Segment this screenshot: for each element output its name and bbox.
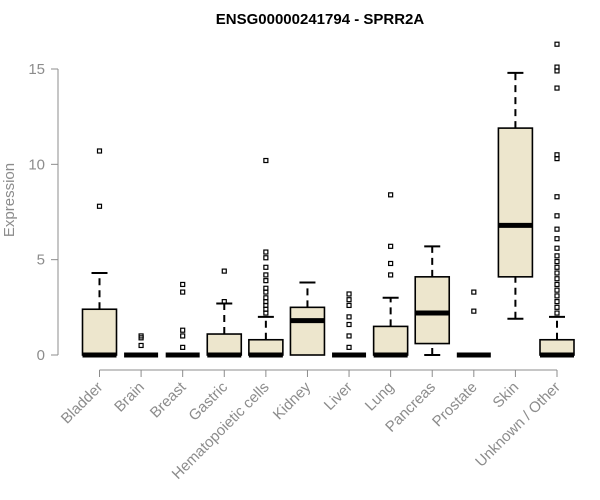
outlier-point (180, 289, 186, 295)
outlier-point (554, 41, 560, 47)
outlier-point (263, 295, 269, 301)
outlier-point (180, 333, 186, 339)
box-group (289, 281, 326, 356)
outlier-point (263, 272, 269, 278)
box-group (248, 157, 284, 358)
box-group (206, 268, 243, 358)
box-group (497, 71, 534, 320)
outlier-point (554, 245, 560, 251)
outlier-point (554, 270, 560, 276)
outlier-point (263, 285, 269, 291)
x-tick-label: Lung (362, 379, 398, 415)
outlier-point (554, 213, 560, 219)
outlier-point (554, 258, 560, 265)
x-tick-label: Liver (321, 379, 356, 414)
outlier-point (138, 333, 144, 339)
outlier-point (554, 264, 560, 270)
outlier-point (263, 157, 269, 164)
outlier-point (388, 272, 394, 278)
outlier-point (471, 289, 477, 295)
outlier-point (263, 264, 269, 270)
outlier-point (180, 281, 186, 288)
outlier-point (388, 243, 394, 249)
outlier-point (554, 64, 560, 70)
outlier-point (346, 321, 352, 328)
chart-title: ENSG00000241794 - SPRR2A (216, 11, 425, 28)
outlier-point (346, 297, 352, 303)
outlier-point (221, 299, 227, 305)
box-group (332, 291, 367, 358)
box (81, 308, 118, 356)
y-tick-label: 0 (37, 347, 45, 364)
outlier-point (554, 194, 560, 200)
outlier-point (471, 308, 477, 314)
outlier-point (554, 293, 560, 299)
outlier-point (554, 152, 560, 158)
box-group (165, 281, 200, 358)
box-group (414, 245, 451, 356)
outlier-point (554, 304, 560, 310)
outlier-point (388, 260, 394, 267)
outlier-point (346, 314, 352, 320)
outlier-point (346, 302, 352, 309)
box (289, 306, 326, 356)
box-group (372, 192, 409, 358)
outlier-point (138, 342, 144, 349)
y-axis-label: Expression (1, 163, 18, 237)
outlier-point (554, 253, 560, 259)
outlier-point (388, 192, 394, 198)
box-group (456, 289, 491, 358)
outlier-point (554, 85, 560, 91)
y-tick-label: 15 (28, 61, 45, 78)
outlier-point (554, 310, 560, 316)
box (497, 127, 534, 278)
x-tick-label: Brain (111, 379, 148, 416)
y-axis: 0 5 10 15 (28, 61, 59, 364)
outlier-point (96, 148, 103, 154)
box (414, 276, 451, 345)
outlier-point (263, 255, 269, 261)
outlier-point (263, 278, 269, 284)
outlier-point (346, 344, 352, 350)
outlier-point (554, 226, 560, 232)
outlier-point (554, 299, 560, 305)
x-tick-label: Bladder (58, 379, 107, 428)
x-tick-label: Kidney (270, 378, 315, 423)
x-tick-label: Prostate (429, 379, 481, 431)
outlier-point (263, 249, 269, 255)
outlier-point (554, 236, 560, 242)
outlier-point (221, 268, 227, 274)
box (372, 325, 409, 356)
y-tick-label: 5 (37, 252, 45, 269)
y-tick-label: 10 (28, 156, 45, 173)
outlier-point (554, 276, 560, 282)
outlier-point (554, 287, 560, 293)
outlier-point (554, 281, 560, 288)
boxes-layer (81, 41, 575, 358)
x-tick-label: Skin (490, 379, 523, 412)
outlier-point (346, 333, 352, 339)
x-tick-label: Breast (147, 378, 190, 421)
outlier-point (180, 344, 186, 350)
outlier-point (96, 203, 103, 209)
box-group (81, 148, 118, 358)
outlier-point (180, 327, 186, 333)
box-group (124, 333, 159, 358)
box (206, 333, 243, 356)
outlier-point (346, 291, 352, 297)
box-group (539, 41, 575, 358)
